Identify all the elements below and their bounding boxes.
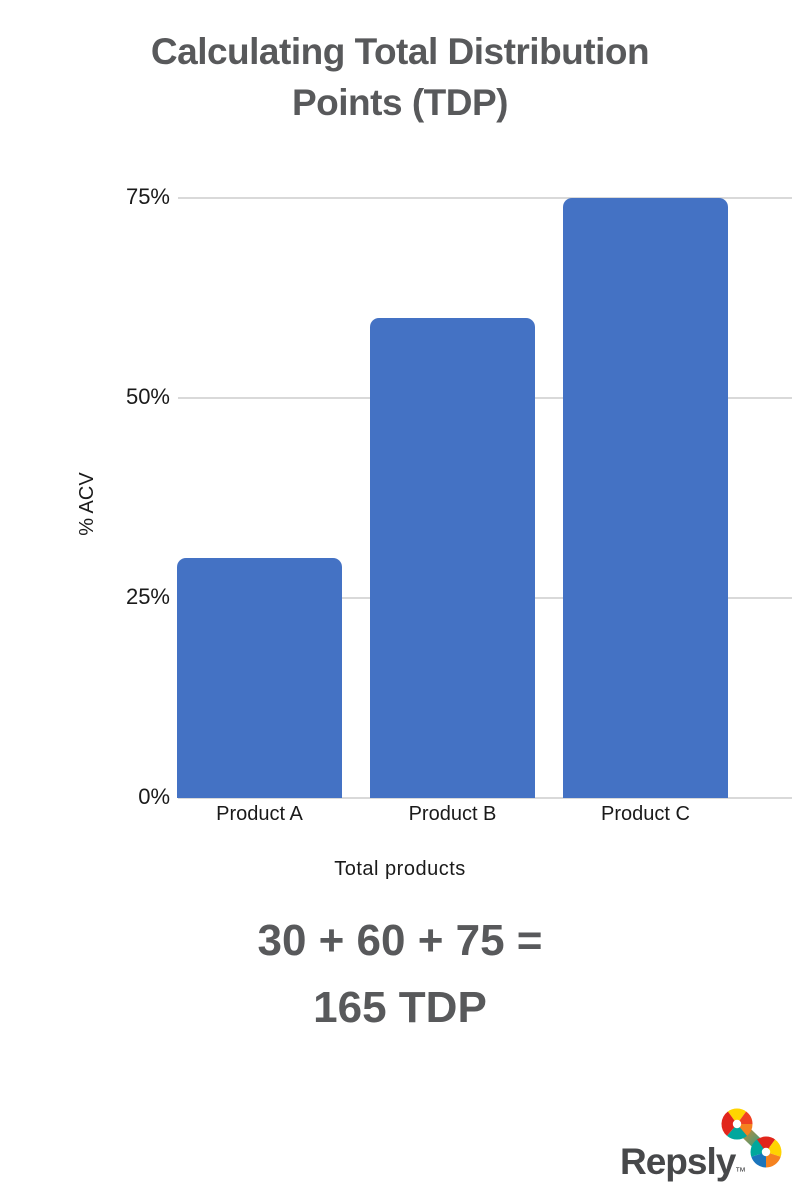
page-title-line-2: Points (TDP) — [292, 82, 508, 123]
y-axis-title: % ACV — [76, 472, 98, 536]
gridline-0 — [178, 797, 792, 799]
trademark-symbol: ™ — [735, 1166, 746, 1178]
y-tick-label-25: 25% — [125, 584, 170, 609]
y-tick-label-50: 50% — [125, 384, 170, 409]
page-title-line-1: Calculating Total Distribution — [150, 31, 650, 72]
page-title: Calculating Total Distribution Points (T… — [0, 26, 800, 128]
equation-line-2: 165 TDP — [313, 983, 487, 1032]
x-tick-label-product-c: Product C — [601, 803, 690, 825]
bar-product-a — [177, 558, 342, 798]
bar-product-c — [563, 198, 728, 798]
x-axis-title: Total products — [334, 858, 466, 880]
equation-line-1: 30 + 60 + 75 = — [257, 916, 543, 965]
gridline-75 — [178, 197, 792, 199]
tdp-equation: 30 + 60 + 75 = 165 TDP — [0, 907, 800, 1041]
y-tick-label-75: 75% — [125, 184, 170, 209]
bar-product-b — [370, 318, 535, 798]
repsly-pinwheel-icon — [721, 1108, 782, 1168]
y-tick-label-0: 0% — [138, 784, 170, 809]
x-tick-label-product-b: Product B — [408, 803, 497, 825]
x-tick-label-product-a: Product A — [216, 803, 303, 825]
repsly-wordmark: Repsly — [620, 1141, 736, 1182]
